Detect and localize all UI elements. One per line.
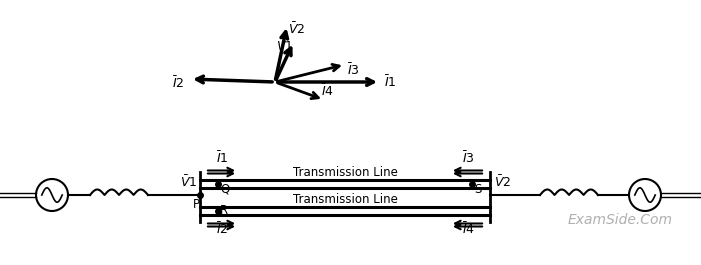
Text: $\bar{I}$1: $\bar{I}$1 [216, 151, 229, 166]
Text: $\bar{V}$1: $\bar{V}$1 [179, 174, 197, 189]
Text: $\bar{V}$1: $\bar{V}$1 [276, 38, 293, 54]
Text: $\bar{V}$2: $\bar{V}$2 [289, 21, 306, 37]
Text: $\bar{I}$1: $\bar{I}$1 [383, 74, 396, 90]
Text: S: S [474, 183, 482, 196]
Text: ExamSide.Com: ExamSide.Com [568, 213, 672, 227]
Text: Transmission Line: Transmission Line [292, 166, 397, 179]
Text: R: R [220, 204, 228, 217]
Text: $\bar{I}$3: $\bar{I}$3 [462, 151, 475, 166]
Text: $\bar{I}$2: $\bar{I}$2 [172, 75, 184, 91]
Text: $\bar{I}$3: $\bar{I}$3 [346, 63, 359, 78]
Text: $\bar{I}$4: $\bar{I}$4 [461, 222, 475, 237]
Text: P: P [193, 198, 200, 211]
Text: $\bar{V}$2: $\bar{V}$2 [494, 174, 511, 189]
Text: $\bar{I}$2: $\bar{I}$2 [216, 222, 228, 237]
Text: Q: Q [220, 183, 229, 196]
Text: $\bar{I}$4: $\bar{I}$4 [321, 83, 334, 99]
Text: Transmission Line: Transmission Line [292, 193, 397, 206]
